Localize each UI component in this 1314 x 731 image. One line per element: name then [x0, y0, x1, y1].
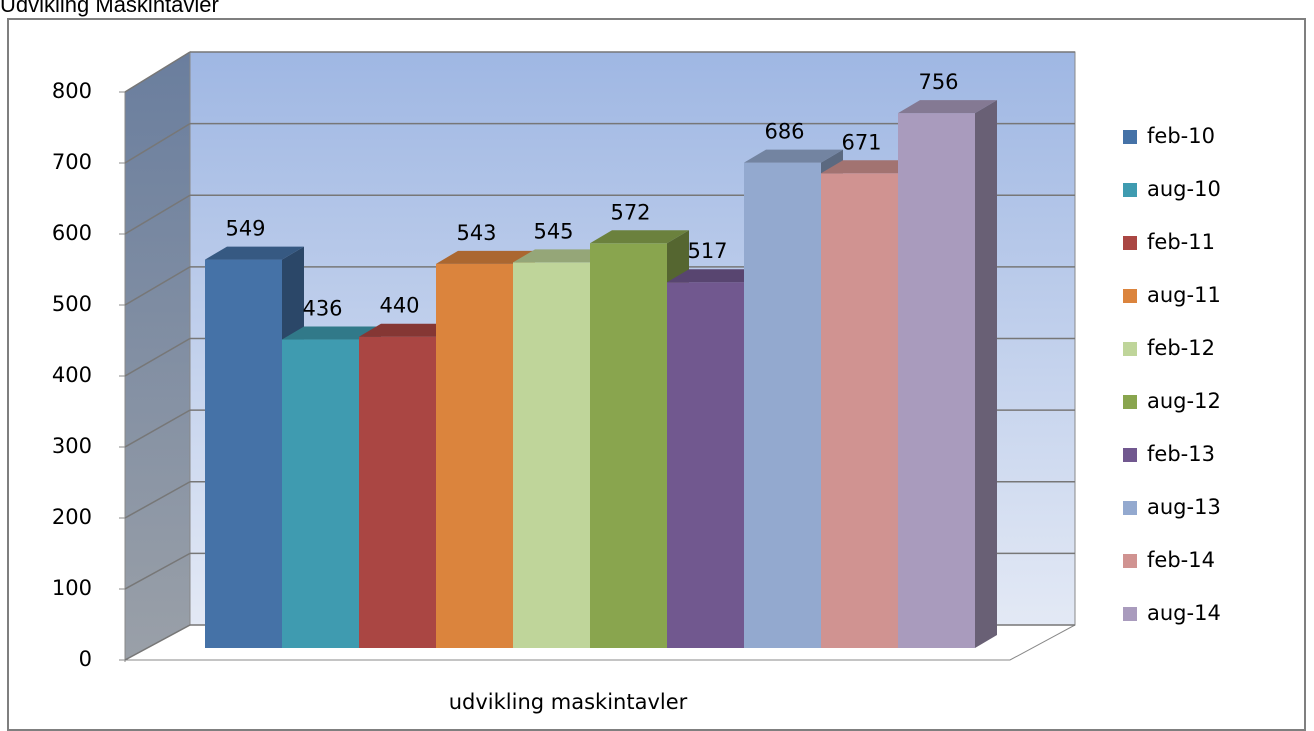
data-label: 545 [533, 219, 573, 243]
legend-label: feb-12 [1147, 336, 1215, 360]
bar-top [513, 249, 612, 263]
grid-line-side [124, 337, 191, 377]
data-label: 671 [841, 130, 881, 154]
y-tick-label: 100 [52, 576, 92, 600]
grid-line-side [124, 266, 191, 306]
bar [744, 162, 821, 648]
bar [436, 263, 513, 648]
legend-swatch [1123, 554, 1137, 568]
y-tick-label: 600 [52, 221, 92, 245]
grid-line-side [124, 194, 191, 235]
bar [590, 243, 667, 648]
legend-swatch [1123, 501, 1137, 515]
grid-line-side [124, 51, 191, 93]
bar-top [436, 250, 535, 264]
legend-label: feb-10 [1147, 124, 1215, 148]
legend-label: aug-11 [1147, 283, 1221, 307]
legend-swatch [1123, 130, 1137, 144]
y-tick-label: 700 [52, 150, 92, 174]
bar [667, 282, 744, 648]
y-tick-label: 800 [52, 79, 92, 103]
bar-side [975, 100, 997, 648]
data-label: 549 [225, 217, 265, 241]
bar-top [898, 100, 997, 114]
data-label: 686 [764, 120, 804, 144]
bar [821, 173, 898, 648]
y-tick-label: 400 [52, 363, 92, 387]
bar-top [205, 246, 304, 260]
data-label: 572 [610, 200, 650, 224]
legend-swatch [1123, 395, 1137, 409]
legend-swatch [1123, 342, 1137, 356]
grid-line-side [124, 481, 191, 519]
legend-label: feb-13 [1147, 442, 1215, 466]
data-label: 543 [456, 221, 496, 245]
data-label: 436 [302, 297, 342, 321]
data-label: 517 [687, 239, 727, 263]
bar-top [821, 160, 920, 174]
y-tick-label: 200 [52, 505, 92, 529]
grid-line-side [124, 409, 191, 448]
legend-swatch [1123, 183, 1137, 197]
y-tick-label: 0 [79, 647, 92, 671]
legend-label: feb-11 [1147, 230, 1215, 254]
bar-top [282, 326, 381, 340]
legend-label: aug-14 [1147, 601, 1221, 625]
legend-label: feb-14 [1147, 548, 1215, 572]
grid-line-side [124, 552, 191, 590]
chart-title: Udvikling Maskintavler [0, 0, 219, 17]
legend-swatch [1123, 289, 1137, 303]
bar [359, 336, 436, 648]
x-category-label: udvikling maskintavler [449, 690, 688, 714]
bar-top [667, 269, 766, 283]
bar-top [359, 323, 458, 337]
y-tick-label: 500 [52, 292, 92, 316]
data-label: 756 [918, 70, 958, 94]
legend-swatch [1123, 236, 1137, 250]
bar-top [590, 230, 689, 244]
bar [205, 259, 282, 648]
legend-swatch [1123, 448, 1137, 462]
legend-swatch [1123, 607, 1137, 621]
data-label: 440 [379, 294, 419, 318]
y-tick-label: 300 [52, 434, 92, 458]
bar [513, 262, 590, 648]
bar [898, 113, 975, 648]
bar-top [744, 149, 843, 163]
grid-line-side [124, 624, 191, 661]
legend-label: aug-10 [1147, 177, 1221, 201]
legend-label: aug-13 [1147, 495, 1221, 519]
grid-line-side [124, 122, 191, 164]
bar [282, 339, 359, 648]
legend-label: aug-12 [1147, 389, 1221, 413]
